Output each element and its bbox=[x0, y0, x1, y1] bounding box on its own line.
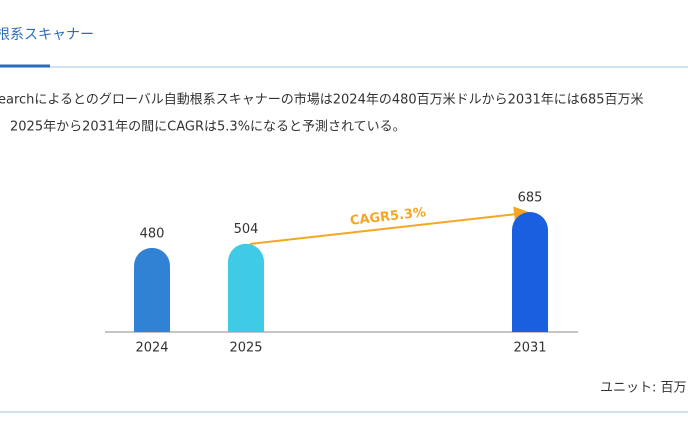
x-tick-label: 2025 bbox=[229, 341, 262, 356]
bar bbox=[134, 247, 170, 332]
paragraph-line: 2025年から2031年の間にCAGRは5.3%になると予測されている。 bbox=[10, 120, 406, 135]
bar bbox=[228, 243, 264, 332]
paragraph-line: earchによるとのグローバル自動根系スキャナーの市場は2024年の480百万米… bbox=[0, 92, 644, 108]
unit-label: ユニット: 百万 bbox=[600, 381, 687, 396]
tab-title: 根系スキャナー bbox=[0, 27, 94, 43]
bar bbox=[512, 212, 548, 332]
x-tick-label: 2024 bbox=[135, 341, 168, 356]
value-label: 685 bbox=[518, 191, 543, 206]
value-label: 504 bbox=[234, 222, 259, 237]
x-tick-label: 2031 bbox=[513, 341, 546, 356]
cagr-arrow bbox=[249, 206, 530, 245]
value-label: 480 bbox=[140, 226, 165, 241]
